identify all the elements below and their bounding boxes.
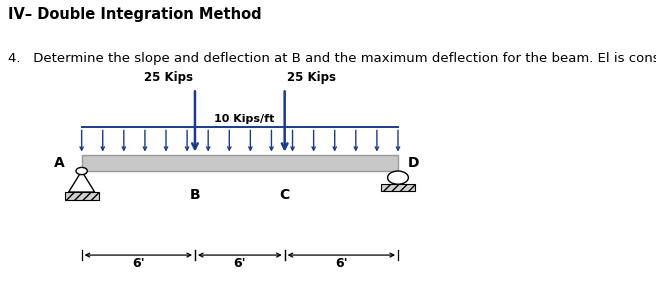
Bar: [65, 192, 98, 200]
Bar: [381, 184, 415, 191]
Text: 6': 6': [132, 257, 144, 270]
Text: 25 Kips: 25 Kips: [287, 71, 336, 84]
Circle shape: [76, 168, 87, 175]
Text: 4.   Determine the slope and deflection at B and the maximum deflection for the : 4. Determine the slope and deflection at…: [7, 52, 656, 65]
Text: 6': 6': [335, 257, 348, 270]
Circle shape: [388, 171, 409, 184]
Text: D: D: [407, 156, 419, 170]
Text: 10 Kips/ft: 10 Kips/ft: [215, 115, 275, 125]
Text: 6': 6': [234, 257, 246, 270]
Bar: [81, 155, 398, 171]
Text: A: A: [54, 156, 65, 170]
Text: IV– Double Integration Method: IV– Double Integration Method: [7, 7, 261, 22]
Text: 25 Kips: 25 Kips: [144, 71, 193, 84]
Polygon shape: [69, 171, 94, 192]
Text: C: C: [279, 188, 290, 201]
Text: B: B: [190, 188, 200, 201]
